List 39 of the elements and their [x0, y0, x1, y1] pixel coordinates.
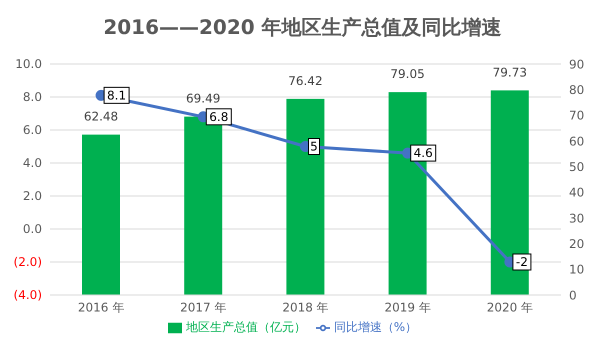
y2-tick-label: 70 [569, 108, 584, 123]
y-tick-label: 0.0 [22, 222, 42, 236]
bar [82, 134, 120, 295]
y-tick-label: (4.0) [14, 288, 42, 302]
data-label: 79.73 [492, 65, 527, 80]
y-tick-label: 10.0 [15, 57, 42, 71]
bar [490, 90, 529, 295]
data-label: 79.05 [390, 67, 425, 82]
data-label: 5 [310, 140, 318, 154]
y2-tick-label: 40 [569, 186, 584, 200]
y2-tick-label: 80 [569, 82, 584, 97]
y2-tick-label: 90 [569, 57, 584, 72]
y-tick-label: 6.0 [22, 123, 42, 137]
bar [286, 98, 324, 295]
data-label: 4.6 [414, 146, 433, 160]
y-tick-label: (2.0) [14, 255, 42, 269]
x-tick-label: 2020 年 [486, 300, 534, 315]
legend-label: 地区生产总值（亿元） [186, 320, 306, 334]
data-label: 76.42 [288, 74, 323, 88]
chart-title: 2016——2020 年地区生产总值及同比增速 [102, 14, 503, 41]
data-label: 8.1 [107, 88, 126, 102]
x-tick-label: 2017 年 [180, 300, 226, 315]
data-label: 69.49 [186, 92, 220, 106]
y-tick-label: 8.0 [22, 90, 42, 104]
x-tick-label: 2016 年 [78, 300, 124, 315]
y2-tick-label: 0 [569, 288, 577, 302]
data-label: 6.8 [209, 110, 228, 124]
y-tick-label: 2.0 [22, 189, 42, 203]
legend-label: 同比增速（%） [334, 320, 418, 334]
y2-tick-label: 30 [569, 211, 584, 226]
x-tick-label: 2018 年 [282, 300, 329, 315]
y2-tick-label: 60 [569, 134, 584, 148]
y2-tick-label: 50 [569, 160, 584, 174]
y2-tick-label: 10 [569, 262, 584, 277]
y-tick-label: 4.0 [22, 156, 42, 170]
data-label: -2 [516, 255, 528, 269]
x-tick-label: 2019 年 [384, 300, 431, 315]
data-label: 62.48 [84, 110, 118, 124]
y2-tick-label: 20 [569, 236, 584, 251]
